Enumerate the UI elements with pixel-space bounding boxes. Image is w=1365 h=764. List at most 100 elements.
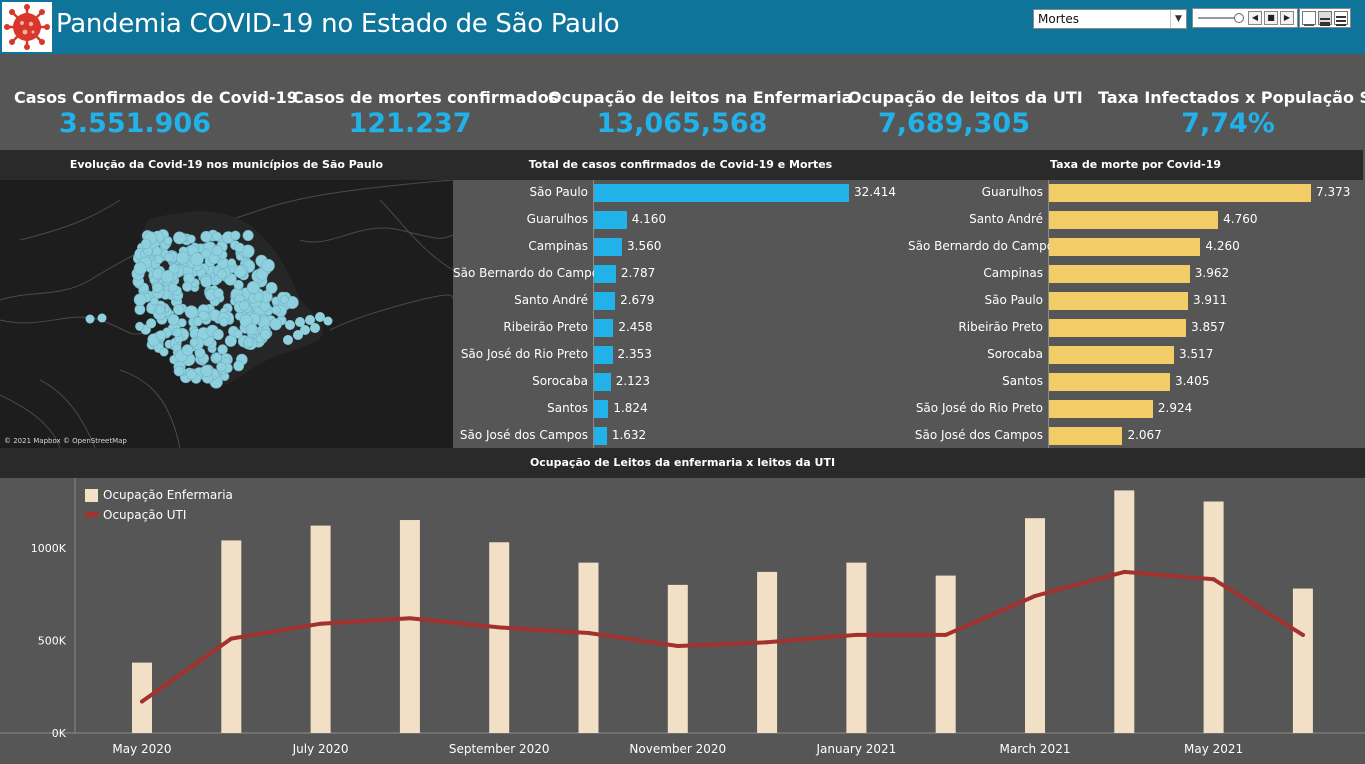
municipality-dot[interactable]	[293, 330, 303, 340]
playback-control[interactable]: ◀ ■ ▶	[1192, 8, 1298, 28]
chevron-down-icon[interactable]: ▼	[1170, 10, 1186, 28]
legend-item-enfermaria[interactable]: Ocupação Enfermaria	[85, 488, 233, 502]
bar-ribeir-o-preto[interactable]	[594, 319, 614, 337]
enfermaria-bar[interactable]	[846, 562, 867, 733]
municipality-dot[interactable]	[133, 261, 147, 276]
enfermaria-bar[interactable]	[935, 575, 956, 733]
municipality-dot[interactable]	[323, 316, 333, 326]
municipality-dot[interactable]	[160, 270, 175, 284]
municipality-dot[interactable]	[168, 263, 180, 275]
map-canvas[interactable]	[0, 180, 453, 448]
bar-ribeir-o-preto[interactable]	[1049, 319, 1187, 337]
municipality-dot[interactable]	[155, 304, 166, 315]
municipality-dot[interactable]	[253, 291, 264, 302]
municipality-dot[interactable]	[212, 231, 222, 242]
enfermaria-bar[interactable]	[1203, 501, 1224, 733]
municipality-dot[interactable]	[190, 252, 204, 266]
municipality-dot[interactable]	[217, 344, 228, 355]
bar-sorocaba[interactable]	[1049, 346, 1174, 364]
municipality-dot[interactable]	[133, 293, 147, 306]
municipality-dot[interactable]	[233, 279, 244, 291]
bar-s-o-jos-dos-campos[interactable]	[1049, 427, 1123, 445]
municipality-dot[interactable]	[216, 361, 227, 373]
playback-slider-handle[interactable]	[1234, 13, 1244, 23]
municipality-dot[interactable]	[295, 317, 305, 327]
bar-s-o-paulo[interactable]	[1049, 292, 1188, 310]
bar-campinas[interactable]	[1049, 265, 1190, 283]
enfermaria-bar[interactable]	[667, 584, 688, 733]
view-mode-split-icon[interactable]	[1318, 11, 1332, 26]
municipality-dot[interactable]	[189, 337, 199, 347]
municipality-dot[interactable]	[243, 336, 254, 348]
step-forward-icon[interactable]: ▶	[1280, 11, 1294, 25]
bar-s-o-jos-dos-campos[interactable]	[594, 427, 607, 445]
municipality-dot[interactable]	[176, 251, 190, 265]
municipality-dot[interactable]	[283, 335, 293, 345]
municipality-dot[interactable]	[310, 323, 320, 333]
measure-dropdown[interactable]: Mortes ▼	[1033, 9, 1187, 29]
bar-santo-andr-[interactable]	[1049, 211, 1219, 229]
municipality-dot[interactable]	[300, 325, 310, 335]
municipality-dot[interactable]	[230, 230, 241, 241]
municipality-dot[interactable]	[97, 313, 107, 323]
municipality-dot[interactable]	[141, 238, 152, 249]
bar-guarulhos[interactable]	[1049, 184, 1311, 202]
municipality-dot[interactable]	[155, 330, 167, 341]
bar-s-o-bernardo-do-campo[interactable]	[1049, 238, 1201, 256]
municipality-dot[interactable]	[271, 305, 281, 315]
municipality-dot[interactable]	[164, 252, 174, 263]
municipality-dot[interactable]	[246, 281, 260, 295]
municipality-dot[interactable]	[213, 288, 224, 299]
municipality-dot[interactable]	[200, 364, 213, 378]
playback-slider-track[interactable]	[1198, 17, 1238, 19]
municipality-dot[interactable]	[85, 314, 95, 324]
municipality-dot[interactable]	[150, 297, 159, 306]
bar-guarulhos[interactable]	[594, 211, 627, 229]
municipality-dot[interactable]	[239, 300, 250, 311]
bar-santo-andr-[interactable]	[594, 292, 616, 310]
municipality-dot[interactable]	[159, 347, 169, 357]
enfermaria-bar[interactable]	[132, 662, 152, 733]
municipality-dot[interactable]	[279, 295, 289, 305]
municipality-dot[interactable]	[245, 323, 258, 336]
enfermaria-bar[interactable]	[399, 520, 420, 733]
municipality-dot[interactable]	[168, 282, 178, 293]
municipality-dot[interactable]	[212, 352, 222, 363]
municipality-dot[interactable]	[305, 315, 315, 325]
enfermaria-bar[interactable]	[1114, 490, 1135, 733]
bar-santos[interactable]	[1049, 373, 1170, 391]
stop-icon[interactable]: ■	[1264, 11, 1278, 25]
bar-santos[interactable]	[594, 400, 609, 418]
view-mode-list-icon[interactable]	[1334, 11, 1348, 26]
enfermaria-bar[interactable]	[578, 562, 599, 733]
municipality-dot[interactable]	[211, 245, 223, 257]
municipality-dot[interactable]	[186, 234, 196, 244]
municipality-dot[interactable]	[212, 328, 224, 341]
municipality-dot[interactable]	[173, 303, 185, 316]
municipality-dot[interactable]	[173, 231, 186, 245]
municipality-dot[interactable]	[285, 320, 295, 330]
municipality-dot[interactable]	[242, 229, 254, 241]
bar-s-o-jos-do-rio-preto[interactable]	[1049, 400, 1153, 418]
bar-campinas[interactable]	[594, 238, 622, 256]
enfermaria-bar[interactable]	[1292, 588, 1313, 733]
municipality-dot[interactable]	[233, 329, 243, 339]
municipality-dot[interactable]	[265, 282, 278, 294]
municipality-dot[interactable]	[182, 281, 193, 292]
municipality-dot[interactable]	[233, 360, 245, 372]
view-mode-single-icon[interactable]	[1302, 11, 1316, 26]
municipality-dot[interactable]	[135, 321, 145, 331]
municipality-dot[interactable]	[261, 258, 275, 273]
bar-s-o-jos-do-rio-preto[interactable]	[594, 346, 613, 364]
municipality-dot[interactable]	[152, 246, 162, 257]
municipality-dot[interactable]	[200, 230, 212, 243]
municipality-dot[interactable]	[167, 314, 180, 326]
bar-sorocaba[interactable]	[594, 373, 611, 391]
municipality-dot[interactable]	[227, 258, 237, 268]
enfermaria-bar[interactable]	[310, 525, 331, 733]
municipality-dot[interactable]	[184, 305, 198, 319]
bar-s-o-paulo[interactable]	[594, 184, 849, 202]
municipality-dot[interactable]	[151, 282, 163, 293]
municipality-dot[interactable]	[172, 327, 183, 338]
view-mode-toggle[interactable]	[1299, 8, 1351, 28]
